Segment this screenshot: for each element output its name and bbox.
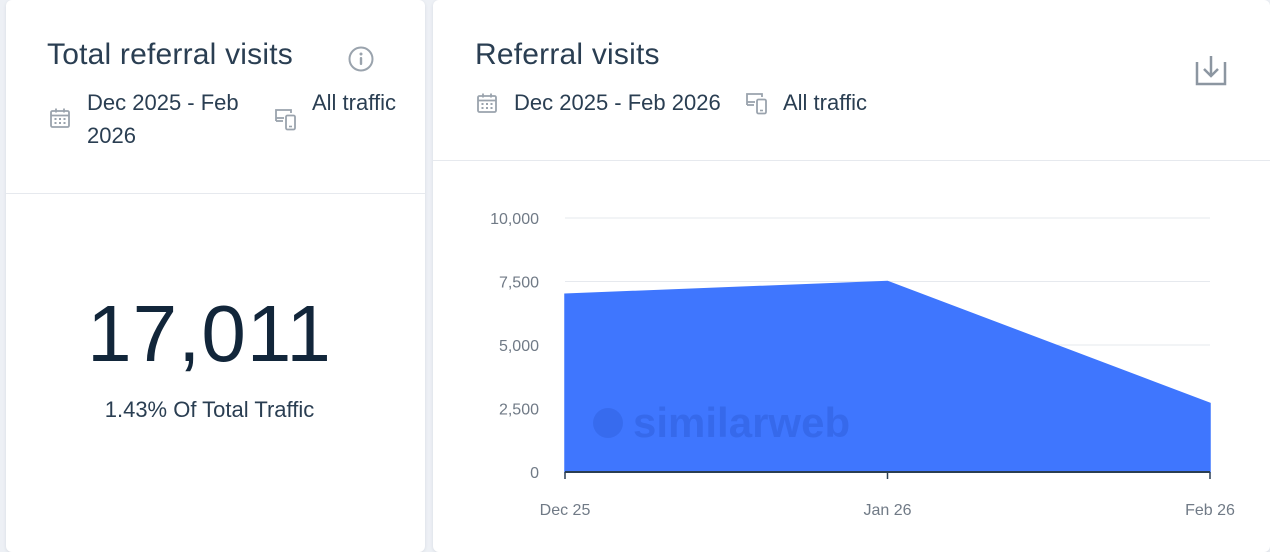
- share-of-traffic-label: 1.43% Of Total Traffic: [104, 397, 315, 422]
- y-tick-label: 10,000: [490, 211, 539, 228]
- download-icon[interactable]: [1193, 52, 1229, 88]
- date-range-label: Dec 2025 - Feb 2026: [87, 90, 239, 148]
- card-title: Total referral visits: [47, 38, 293, 71]
- traffic-filter-label: All traffic: [783, 90, 867, 115]
- y-tick-label: 0: [530, 465, 539, 482]
- x-tick-label: Dec 25: [540, 502, 591, 519]
- date-range-label: Dec 2025 - Feb 2026: [514, 90, 721, 115]
- calendar-icon: [475, 91, 499, 119]
- total-referral-visits-card: Total referral visits Dec 2025 - Feb 202…: [6, 0, 425, 552]
- similarweb-watermark: similarweb: [633, 399, 850, 446]
- x-tick-label: Feb 26: [1185, 502, 1235, 519]
- header-divider: [6, 193, 425, 194]
- total-visits-value: 17,011: [87, 289, 332, 378]
- card-title: Referral visits: [475, 38, 660, 71]
- header-divider: [433, 160, 1270, 161]
- devices-icon: [744, 90, 770, 120]
- y-tick-label: 2,500: [499, 402, 539, 419]
- calendar-icon: [48, 106, 72, 134]
- similarweb-logo-icon: [593, 408, 623, 438]
- devices-icon: [273, 106, 299, 136]
- y-tick-label: 5,000: [499, 338, 539, 355]
- referral-visits-chart-card: Referral visits Dec 2025 - Feb 2026: [433, 0, 1270, 552]
- x-tick-label: Jan 26: [863, 502, 911, 519]
- info-icon[interactable]: [348, 46, 374, 72]
- referral-visits-area-chart: 10,000 7,500 5,000 2,500 0 similarweb Dec 25 Ja…: [490, 211, 1235, 519]
- traffic-filter-label: All traffic: [312, 90, 396, 115]
- y-tick-label: 7,500: [499, 275, 539, 292]
